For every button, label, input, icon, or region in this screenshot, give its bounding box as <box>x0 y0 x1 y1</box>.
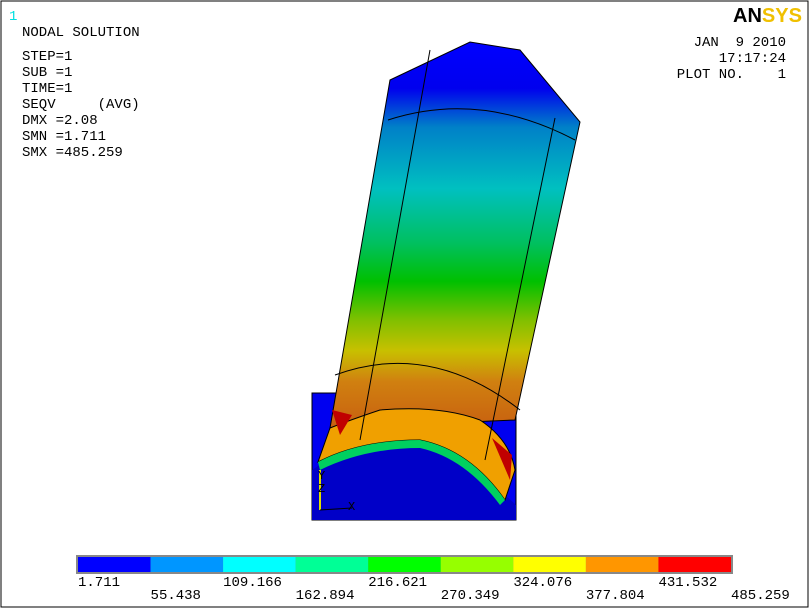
legend-label: 431.532 <box>658 575 717 591</box>
hot-spot <box>492 438 512 480</box>
legend-swatch <box>658 557 731 572</box>
legend-label: 324.076 <box>513 575 572 591</box>
legend-swatch <box>295 557 369 572</box>
legend-swatch <box>368 557 441 572</box>
triad-label: X <box>348 500 355 514</box>
info-line: NODAL SOLUTION <box>22 25 140 41</box>
legend-label: 216.621 <box>368 575 427 591</box>
info-line: DMX =2.08 <box>22 113 98 129</box>
logo-part: AN <box>733 5 762 27</box>
legend-label: 485.259 <box>731 588 790 604</box>
fillet-band <box>318 440 505 505</box>
legend-label: 55.438 <box>151 588 201 604</box>
legend-label: 270.349 <box>441 588 500 604</box>
legend-swatch <box>150 557 224 572</box>
header-line: PLOT NO. 1 <box>677 67 786 83</box>
legend: 1.711 55.438 109.166 162.894 216.621 270.349 3… <box>76 555 790 604</box>
legend-label: 109.166 <box>223 575 282 591</box>
triad-label: Z <box>318 482 325 496</box>
legend-swatch <box>513 557 586 572</box>
triad-label: Y <box>318 469 325 483</box>
info-line: SMX =485.259 <box>22 145 123 161</box>
header-line: JAN 9 2010 <box>694 35 786 51</box>
triad-axis <box>319 507 353 511</box>
info-line: STEP=1 <box>22 49 72 65</box>
base-shade <box>312 440 516 520</box>
legend-label: 162.894 <box>296 588 355 604</box>
edge <box>334 362 521 411</box>
legend-swatch <box>223 557 296 572</box>
info-line: TIME=1 <box>22 81 72 97</box>
info-line: SMN =1.711 <box>22 129 106 145</box>
model <box>311 41 581 521</box>
header-line: 17:17:24 <box>719 51 786 67</box>
window-number: 1 <box>9 9 17 25</box>
legend-swatch <box>585 557 659 572</box>
legend-label: 1.711 <box>78 575 120 591</box>
legend-label: 377.804 <box>586 588 645 604</box>
edge <box>359 49 576 461</box>
legend-swatch <box>78 557 151 572</box>
hot-spot <box>332 410 352 435</box>
logo: ANSYS <box>733 5 802 27</box>
legend-swatch <box>440 557 514 572</box>
info-line: SEQV (AVG) <box>22 97 140 113</box>
info-line: SUB =1 <box>22 65 72 81</box>
logo-part: SYS <box>762 5 802 27</box>
